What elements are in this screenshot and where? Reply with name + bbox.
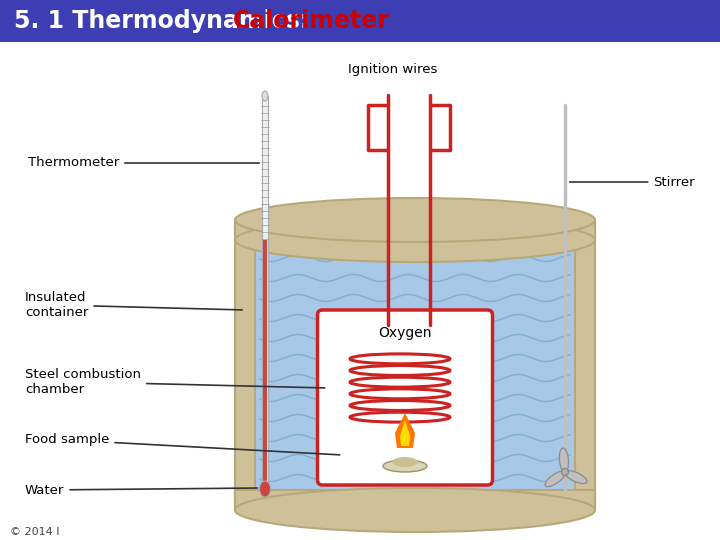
Ellipse shape	[259, 481, 271, 497]
Text: Calorimeter: Calorimeter	[233, 9, 390, 33]
Ellipse shape	[383, 460, 427, 472]
Ellipse shape	[235, 218, 595, 262]
Text: Water: Water	[25, 483, 257, 496]
Bar	[235, 220, 595, 240]
Bar	[575, 220, 595, 510]
Ellipse shape	[235, 488, 595, 532]
Ellipse shape	[559, 448, 569, 472]
Polygon shape	[395, 413, 415, 448]
Bar	[263, 240, 267, 487]
Bar	[255, 220, 575, 510]
Text: Steel combustion
chamber: Steel combustion chamber	[25, 368, 325, 396]
Text: Thermometer: Thermometer	[28, 157, 259, 170]
Ellipse shape	[564, 470, 587, 484]
Ellipse shape	[392, 457, 418, 467]
Text: 5. 1 Thermodynamics:: 5. 1 Thermodynamics:	[14, 9, 318, 33]
Text: Food sample: Food sample	[25, 434, 340, 455]
Text: Insulated
container: Insulated container	[25, 291, 242, 319]
Text: Ignition wires: Ignition wires	[348, 64, 438, 77]
Text: © 2014 I: © 2014 I	[10, 527, 60, 537]
Text: Oxygen: Oxygen	[378, 326, 432, 340]
Ellipse shape	[262, 91, 268, 101]
Ellipse shape	[562, 469, 569, 476]
FancyBboxPatch shape	[318, 310, 492, 485]
Text: Stirrer: Stirrer	[570, 176, 695, 188]
Bar	[0, 0, 720, 42]
Ellipse shape	[235, 198, 595, 242]
Bar	[262, 96, 268, 487]
Bar	[235, 490, 595, 510]
Ellipse shape	[545, 471, 565, 487]
Polygon shape	[400, 420, 410, 446]
Bar	[235, 220, 255, 510]
